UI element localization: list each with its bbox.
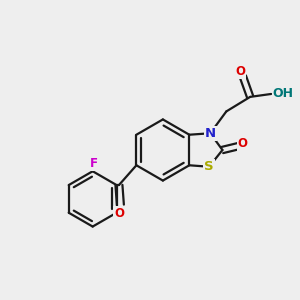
Text: OH: OH bbox=[273, 88, 294, 100]
Text: S: S bbox=[204, 160, 214, 173]
Text: N: N bbox=[205, 127, 216, 140]
Text: O: O bbox=[114, 206, 124, 220]
Text: O: O bbox=[238, 137, 248, 150]
Text: O: O bbox=[235, 65, 245, 78]
Text: F: F bbox=[90, 157, 98, 169]
